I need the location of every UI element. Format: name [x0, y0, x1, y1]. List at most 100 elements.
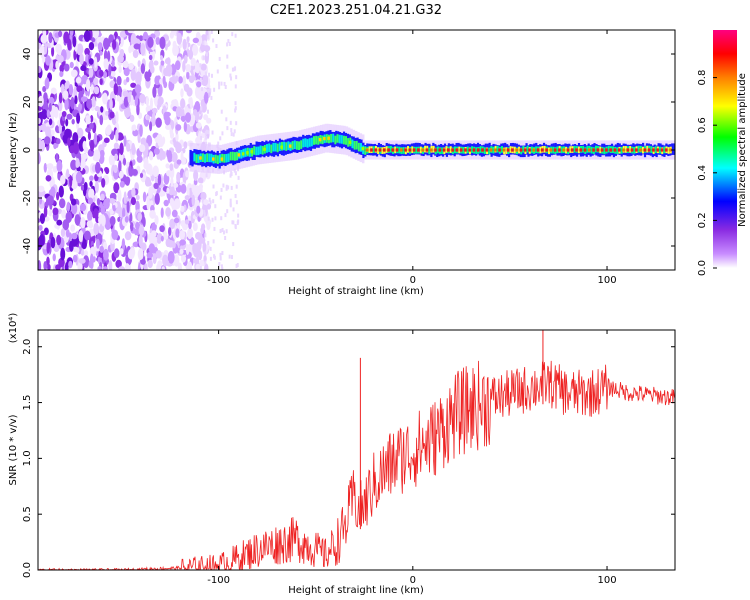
noise-blob	[173, 182, 179, 188]
noise-speckle	[212, 38, 215, 43]
signal-core	[223, 154, 226, 163]
noise-blob	[163, 230, 168, 241]
noise-speckle	[200, 106, 203, 111]
noise-speckle	[237, 175, 240, 180]
noise-blob	[134, 71, 142, 85]
noise-speckle	[227, 185, 230, 190]
signal-core	[336, 134, 339, 143]
top-xtick-label: 100	[597, 275, 616, 286]
noise-blob	[165, 124, 172, 130]
signal-core	[616, 147, 619, 155]
noise-blob	[130, 197, 137, 206]
signal-core	[340, 135, 343, 144]
bottom-ytick-label: 0.5	[22, 506, 33, 522]
noise-blob	[168, 226, 172, 236]
noise-blob	[47, 263, 51, 270]
noise-blob	[203, 254, 207, 263]
noise-blob	[80, 65, 87, 72]
signal-peak	[318, 137, 322, 142]
noise-speckle	[220, 216, 223, 221]
noise-blob	[97, 265, 102, 270]
noise-blob	[132, 124, 137, 131]
noise-blob	[101, 214, 106, 227]
bottom-xlabel: Height of straight line (km)	[288, 585, 424, 596]
signal-peak	[323, 136, 326, 141]
noise-blob	[109, 216, 116, 226]
noise-blob	[162, 254, 169, 267]
noise-blob	[98, 69, 104, 77]
noise-speckle	[215, 44, 218, 49]
noise-speckle	[210, 73, 213, 78]
noise-speckle	[220, 187, 223, 192]
signal-core	[317, 136, 320, 145]
signal-core	[594, 145, 597, 153]
signal-core	[342, 135, 345, 145]
signal-core	[334, 135, 337, 145]
noise-blob	[122, 60, 129, 69]
noise-blob	[109, 111, 115, 119]
signal-peak	[263, 147, 266, 151]
noise-blob	[130, 82, 137, 88]
noise-speckle	[209, 88, 212, 93]
noise-speckle	[230, 255, 233, 260]
noise-blob	[135, 221, 140, 230]
bottom-ytick-label: 0.0	[22, 562, 33, 578]
signal-band	[671, 143, 674, 155]
noise-speckle	[212, 184, 215, 189]
signal-core	[321, 135, 324, 145]
noise-blob	[202, 241, 207, 253]
noise-speckle	[233, 67, 236, 72]
noise-blob	[65, 168, 70, 179]
noise-blob	[154, 215, 159, 226]
noise-blob	[55, 153, 59, 163]
signal-core	[210, 153, 213, 163]
noise-blob	[176, 171, 181, 183]
noise-blob	[83, 250, 89, 258]
bottom-frame	[37, 329, 676, 571]
noise-blob	[152, 112, 156, 120]
top-xtick-label: 0	[410, 275, 416, 286]
noise-blob	[140, 42, 146, 56]
noise-blob	[43, 261, 48, 270]
signal-core	[261, 145, 264, 155]
noise-speckle	[206, 35, 209, 40]
noise-speckle	[199, 265, 202, 270]
noise-blob	[64, 97, 69, 111]
signal-core	[445, 146, 448, 153]
noise-blob	[67, 137, 71, 147]
noise-speckle	[237, 213, 240, 218]
noise-blob	[163, 199, 169, 207]
noise-blob	[169, 197, 174, 207]
noise-blob	[55, 43, 62, 54]
signal-band	[525, 143, 528, 155]
top-ylabel: Frequency (Hz)	[8, 112, 19, 188]
noise-blob	[50, 87, 57, 95]
noise-speckle	[204, 260, 207, 265]
noise-speckle	[227, 39, 230, 44]
signal-core	[306, 139, 309, 148]
colorbar-tick-label: 0.2	[697, 212, 708, 228]
noise-blob	[89, 253, 94, 265]
noise-blob	[38, 105, 42, 112]
noise-speckle	[235, 75, 238, 80]
signal-band	[461, 144, 464, 157]
noise-blob	[100, 193, 105, 201]
signal-core	[330, 133, 333, 143]
colorbar-tick-label: 0.8	[697, 70, 708, 86]
noise-blob	[197, 238, 202, 251]
noise-blob	[123, 135, 127, 147]
signal-core	[276, 143, 279, 153]
noise-blob	[44, 77, 50, 90]
noise-speckle	[232, 132, 235, 137]
noise-speckle	[212, 239, 215, 244]
noise-blob	[129, 221, 134, 232]
noise-blob	[127, 249, 135, 260]
signal-core	[201, 153, 204, 163]
signal-core	[526, 145, 529, 153]
noise-blob	[119, 142, 124, 156]
noise-blob	[111, 229, 119, 241]
noise-blob	[48, 209, 52, 217]
signal-core	[353, 140, 356, 150]
signal-core	[377, 147, 380, 154]
signal-core	[255, 146, 258, 156]
